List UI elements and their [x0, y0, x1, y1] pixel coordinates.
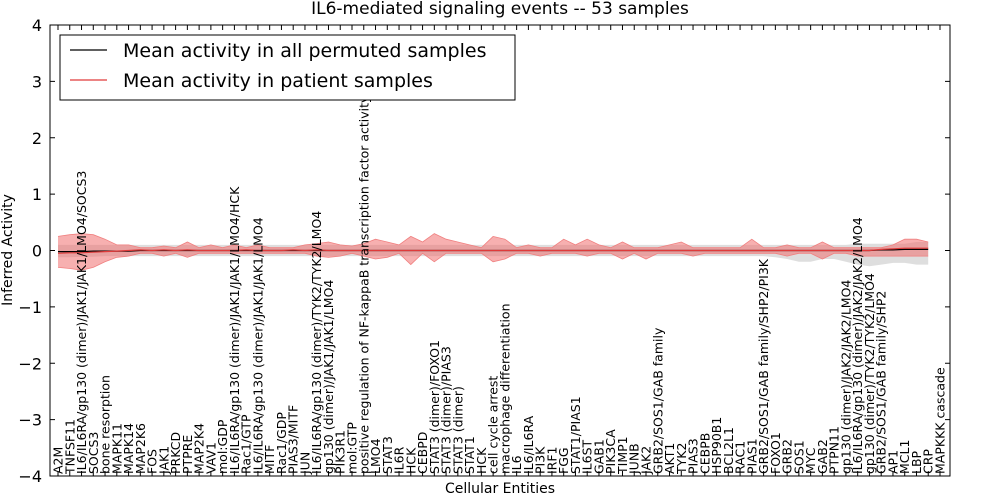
- x-tick-label: LMO4: [368, 438, 383, 474]
- chart-title: IL6-mediated signaling events -- 53 samp…: [311, 0, 689, 19]
- y-tick-label: 2: [32, 129, 42, 148]
- x-tick-label: TNFSF11: [62, 419, 77, 475]
- x-tick-label: PTPN11: [827, 426, 842, 474]
- y-tick-label: −4: [18, 467, 42, 486]
- x-tick-label: HSP90B1: [709, 417, 724, 474]
- x-tick-label: IL6/IL6RA/gp130 (dimer)/JAK1/JAK1/LMO4/H…: [227, 186, 242, 474]
- x-tick-label: GRB2/SOS1/GAB family/SHP2/PI3K: [756, 258, 771, 474]
- x-tick-label: A2M: [51, 447, 66, 474]
- y-tick-label: 3: [32, 72, 42, 91]
- x-tick-label: PIAS3/MITF: [286, 405, 301, 474]
- x-tick-label: IRF1: [544, 446, 559, 474]
- x-tick-label: FGG: [556, 447, 571, 474]
- x-axis-label: Cellular Entities: [445, 481, 555, 497]
- y-tick-label: 4: [32, 16, 42, 35]
- legend: Mean activity in all permuted samples Me…: [59, 34, 516, 101]
- x-tick-label: SOCS3: [86, 432, 101, 474]
- x-tick-label: IL6/IL6RA/gp130 (dimer)/JAK2/JAK2/LMO4: [850, 217, 865, 474]
- x-tick-label: MCL1: [897, 440, 912, 474]
- x-tick-label: RAC1: [733, 441, 748, 474]
- x-tick-label: macrophage differentiation: [497, 303, 512, 474]
- x-tick-label: JUN: [298, 452, 313, 475]
- x-tick-label: PIK3CA: [603, 429, 618, 474]
- x-tick-label: HCK: [474, 447, 489, 474]
- x-tick-label: IL6ST: [580, 439, 595, 474]
- y-tick-label: 0: [32, 242, 42, 261]
- x-tick-label: STAT3 (dimer)/PIAS3: [439, 346, 454, 474]
- x-tick-label: MITF: [262, 445, 277, 474]
- x-tick-label: MAP2K4: [192, 423, 207, 474]
- x-tick-label: GRB2/SOS1/GAB family: [650, 327, 665, 474]
- x-tick-label: SOS1: [791, 440, 806, 474]
- x-tick-label: IL6/IL6RA/gp130 (dimer)/TYK2/TYK2/LMO4: [309, 211, 324, 474]
- y-tick-label: −2: [18, 354, 42, 373]
- x-tick-label: STAT3 (dimer)/FOXO1: [427, 340, 442, 474]
- x-tick-label: PRKCD: [168, 432, 183, 474]
- x-tick-label: IL6/IL6RA: [521, 415, 536, 474]
- x-tick-label: gp130 (dimer)/JAK1/JAK1/LMO4: [321, 280, 336, 474]
- x-tick-label: FOXO1: [768, 432, 783, 474]
- x-tick-label: bone resorption: [98, 375, 113, 474]
- y-axis-label: Inferred Activity: [0, 194, 16, 306]
- x-tick-label: IL6/IL6RA/gp130 (dimer)/JAK1/JAK1/LMO4/S…: [74, 171, 89, 474]
- x-tick-label: MYC: [803, 447, 818, 474]
- y-tick-label: −1: [18, 298, 42, 317]
- x-tick-label: STAT1/PIAS1: [568, 396, 583, 474]
- patient-band: [58, 233, 929, 271]
- x-tick-label: HCK: [403, 447, 418, 474]
- x-tick-label: AKT1: [662, 443, 677, 474]
- x-tick-label: cell cycle arrest: [486, 376, 501, 474]
- x-tick-label: positive regulation of NF-kappaB transcr…: [356, 95, 371, 474]
- patient-mean-line: [57, 247, 929, 254]
- patient-band-upper-edge: [57, 233, 929, 249]
- x-tick-label: FOS: [145, 449, 160, 474]
- x-tick-label: PI3K: [533, 446, 548, 474]
- x-tick-label: TYK2: [674, 443, 689, 475]
- x-tick-label: LBP: [909, 450, 924, 474]
- legend-label-permuted: Mean activity in all permuted samples: [123, 40, 486, 62]
- x-tick-label: CEBPB: [697, 433, 712, 474]
- x-tick-label: Rac1/GDP: [274, 412, 289, 474]
- x-tick-label: JAK1: [156, 446, 171, 475]
- x-tick-label: GRB2: [780, 439, 795, 474]
- y-tick-label: −3: [18, 411, 42, 430]
- x-tick-label: MAPK11: [109, 423, 124, 474]
- x-tick-label: IL6R: [392, 446, 407, 474]
- x-tick-label: MAPKKK cascade: [933, 367, 948, 474]
- legend-label-patient: Mean activity in patient samples: [123, 70, 433, 92]
- x-tick-label: PIK3R1: [333, 430, 348, 474]
- x-tick-label: mol:GDP: [215, 419, 230, 474]
- x-tick-label: GAB1: [592, 439, 607, 474]
- x-tick-label: STAT1: [462, 436, 477, 474]
- x-tick-label: VAV1: [203, 442, 218, 474]
- x-tick-label: gp130 (dimer)/JAK2/JAK2/LMO4: [838, 280, 853, 474]
- x-tick-label: CEBPD: [415, 432, 430, 474]
- x-tick-label: STAT3: [380, 436, 395, 474]
- x-tick-label: JUNB: [627, 443, 642, 475]
- x-tick-label: MAPK14: [121, 423, 136, 474]
- x-tick-label: IL6/IL6RA/gp130 (dimer)/JAK1/JAK1/LMO4: [250, 217, 265, 474]
- x-tick-label: GAB2: [815, 439, 830, 474]
- x-tick-label: AP1: [886, 450, 901, 474]
- x-tick-label: gp130 (dimer)/TYK2/TYK2/LMO4: [862, 273, 877, 474]
- legend-box: [59, 34, 516, 101]
- x-tick-label: mol:GTP: [345, 422, 360, 474]
- x-tick-label: PTPRE: [180, 435, 195, 474]
- x-tick-label: PIAS1: [744, 438, 759, 474]
- x-tick-label: JAK2: [639, 446, 654, 475]
- x-tick-label: MAP2K6: [133, 423, 148, 474]
- patient-band-lower-edge: [57, 252, 929, 271]
- x-tick-label: Rac1/GTP: [239, 414, 254, 474]
- x-tick-label: BCL2L1: [721, 427, 736, 474]
- x-tick-label: GRB2/SOS1/GAB family/SHP2: [874, 291, 889, 474]
- x-tick-label: IL6: [509, 455, 524, 474]
- x-tick-label: TIMP1: [615, 436, 630, 475]
- x-tick-label: CRP: [921, 449, 936, 474]
- x-tick-label: PIAS3: [686, 438, 701, 474]
- x-tick-label: STAT3 (dimer): [450, 386, 465, 474]
- y-tick-label: 1: [32, 185, 42, 204]
